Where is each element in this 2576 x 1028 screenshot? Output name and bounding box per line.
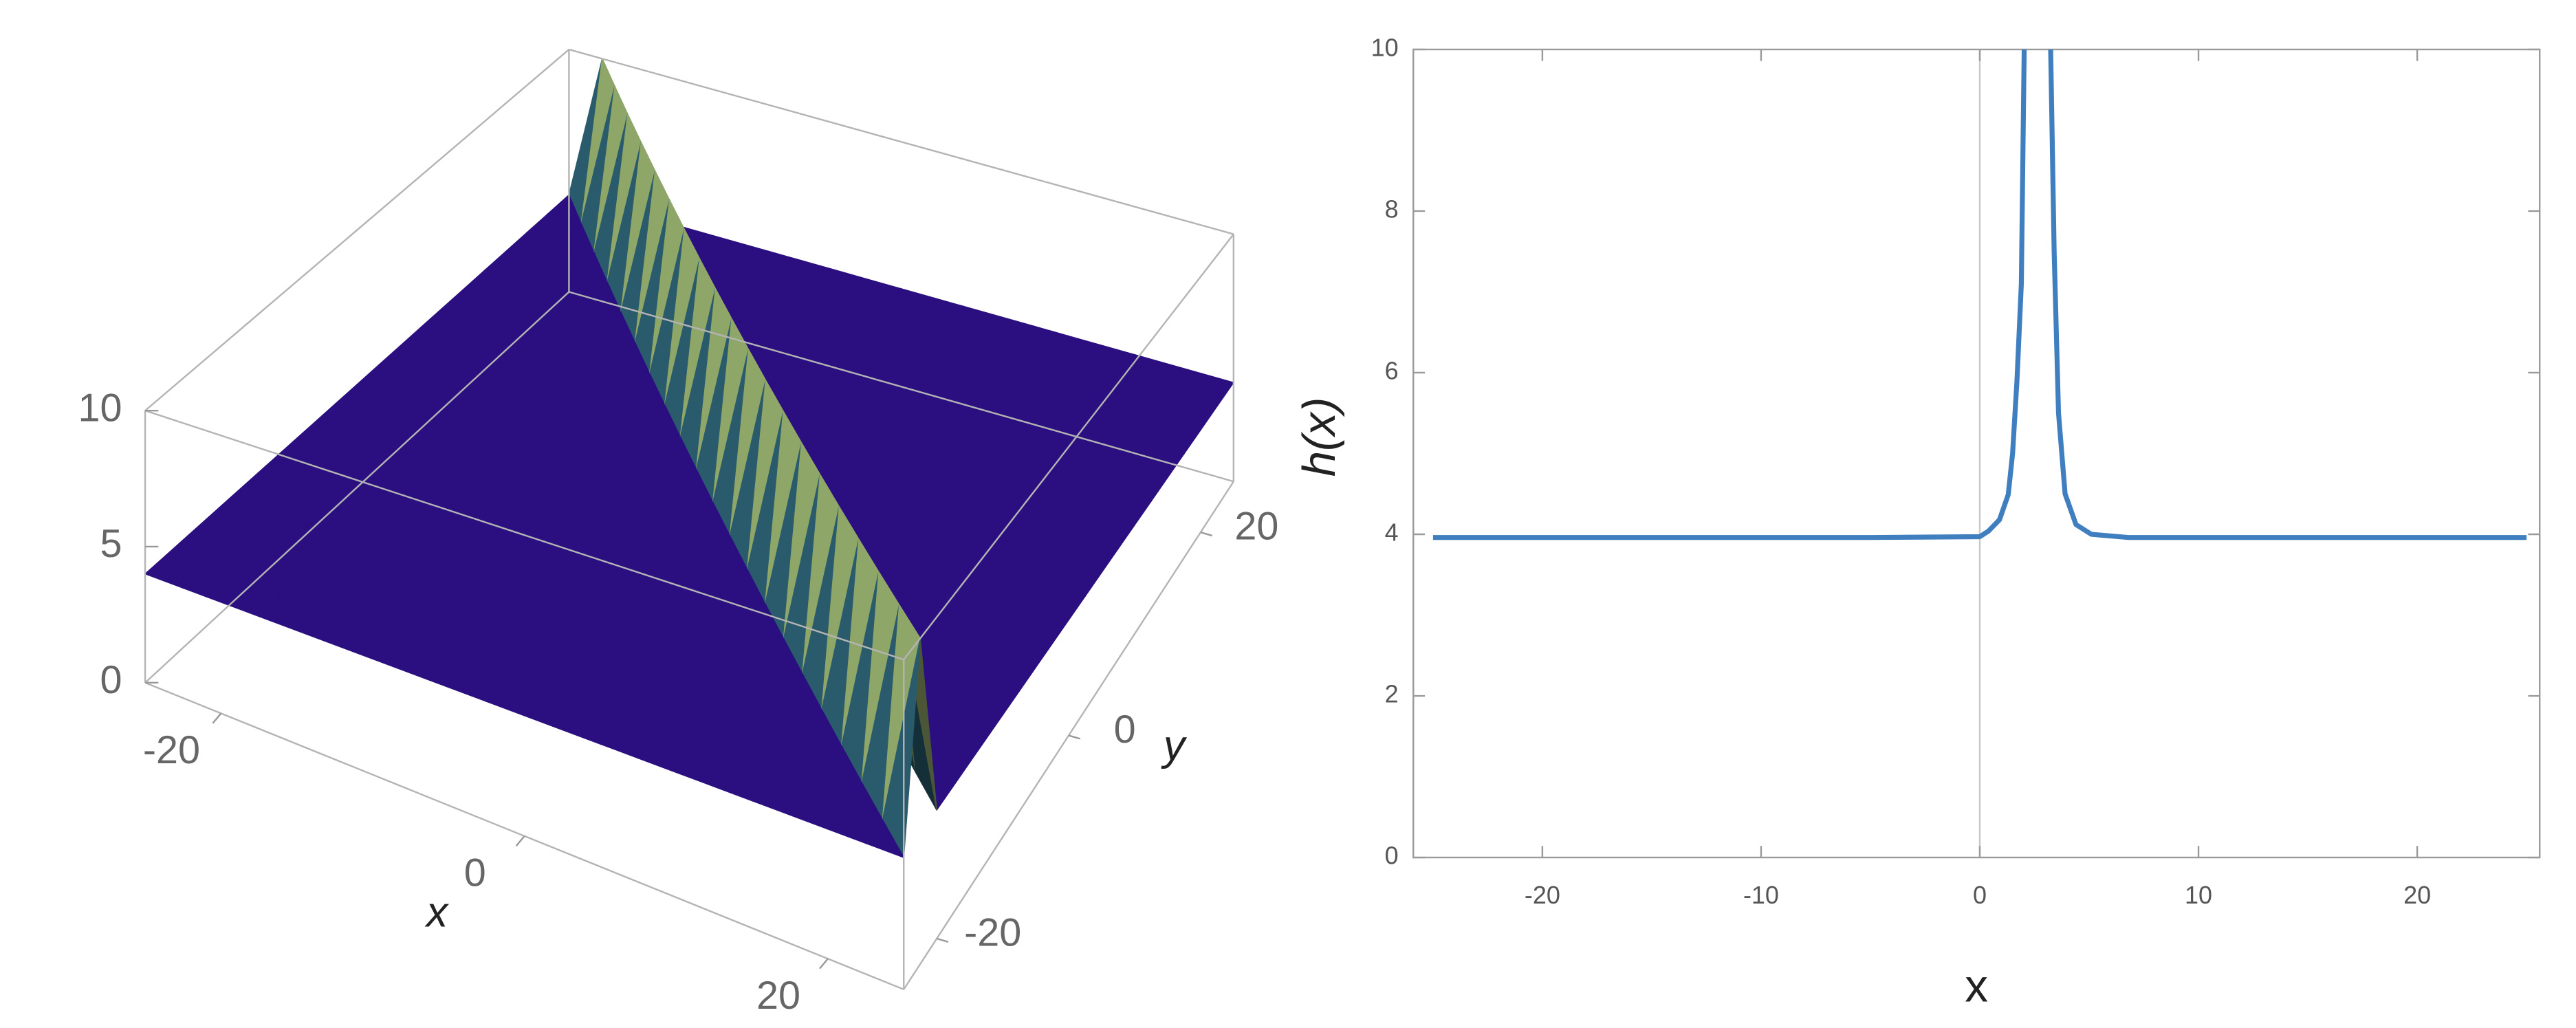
y-tick-label: -20 [964,910,1021,954]
y-tick-label: 20 [1234,505,1278,549]
y-axis-label: y [1161,722,1188,769]
x-axis-label: x [424,888,449,936]
x-tick-label: -20 [143,728,200,772]
x-axis-label: x [1965,961,1988,1012]
y-tick-label: 6 [1385,356,1399,384]
y-tick-label: 2 [1385,680,1399,708]
x-tick [515,835,525,847]
y-tick [936,937,949,943]
surface-facet [562,708,601,745]
surface-facet [600,721,639,759]
x-tick [819,958,829,970]
line-plot: 0 2 4 6 8 10 -20 -10 0 10 20 x h(x) [1294,33,2541,1012]
surface-facet [675,750,715,787]
z-tick-label: 0 [100,658,122,702]
y-tick [1068,734,1081,740]
x-tick-label: 20 [756,974,800,1018]
x-tick-label: 0 [1973,881,1987,909]
surface-facet [751,777,791,816]
z-tick-label: 10 [78,386,122,430]
surface-facet [485,679,525,717]
y-tick [1200,531,1213,537]
surface-facet [637,735,677,774]
surface-facet [789,791,829,830]
surface-facet [334,624,373,660]
y-tick-label: 10 [1371,33,1399,61]
y-tick-label: 0 [1114,708,1136,752]
box-edge [144,291,570,683]
surface-facet [372,637,411,674]
box-edge [569,48,1234,235]
surface-facet [448,666,488,702]
data-line [1432,49,2527,540]
y-tick-label: 0 [1385,842,1399,870]
x-tick-label: 10 [2185,881,2212,909]
y-tick-label: 4 [1385,518,1399,546]
surface-facet [182,568,222,603]
y-tick-label: 8 [1385,195,1399,223]
surface-facet [296,610,336,646]
box-edge [903,233,1234,660]
x-tick [212,712,222,724]
y-axis-label: h(x) [1294,397,1345,477]
surface-facet [523,694,563,731]
x-tick-label: -10 [1743,881,1779,909]
x-tick-label: 0 [464,851,486,895]
surface-facet [865,819,904,858]
box-edge [144,49,570,412]
surface-facet [220,582,260,617]
surface-facet [144,554,184,589]
surface-facet [410,652,450,688]
box-edge [144,409,904,661]
surface-facet [827,805,866,844]
x-tick-label: 20 [2403,881,2431,909]
x-tick-label: -20 [1525,881,1560,909]
surface-facet [713,763,753,802]
z-tick-label: 5 [100,522,122,566]
box-edge [569,291,1234,483]
plot-frame [1412,48,2541,859]
surface-facet [258,596,298,631]
surface-plot: 0 5 10 -20 0 20 -20 0 20 x y [78,48,1278,1018]
